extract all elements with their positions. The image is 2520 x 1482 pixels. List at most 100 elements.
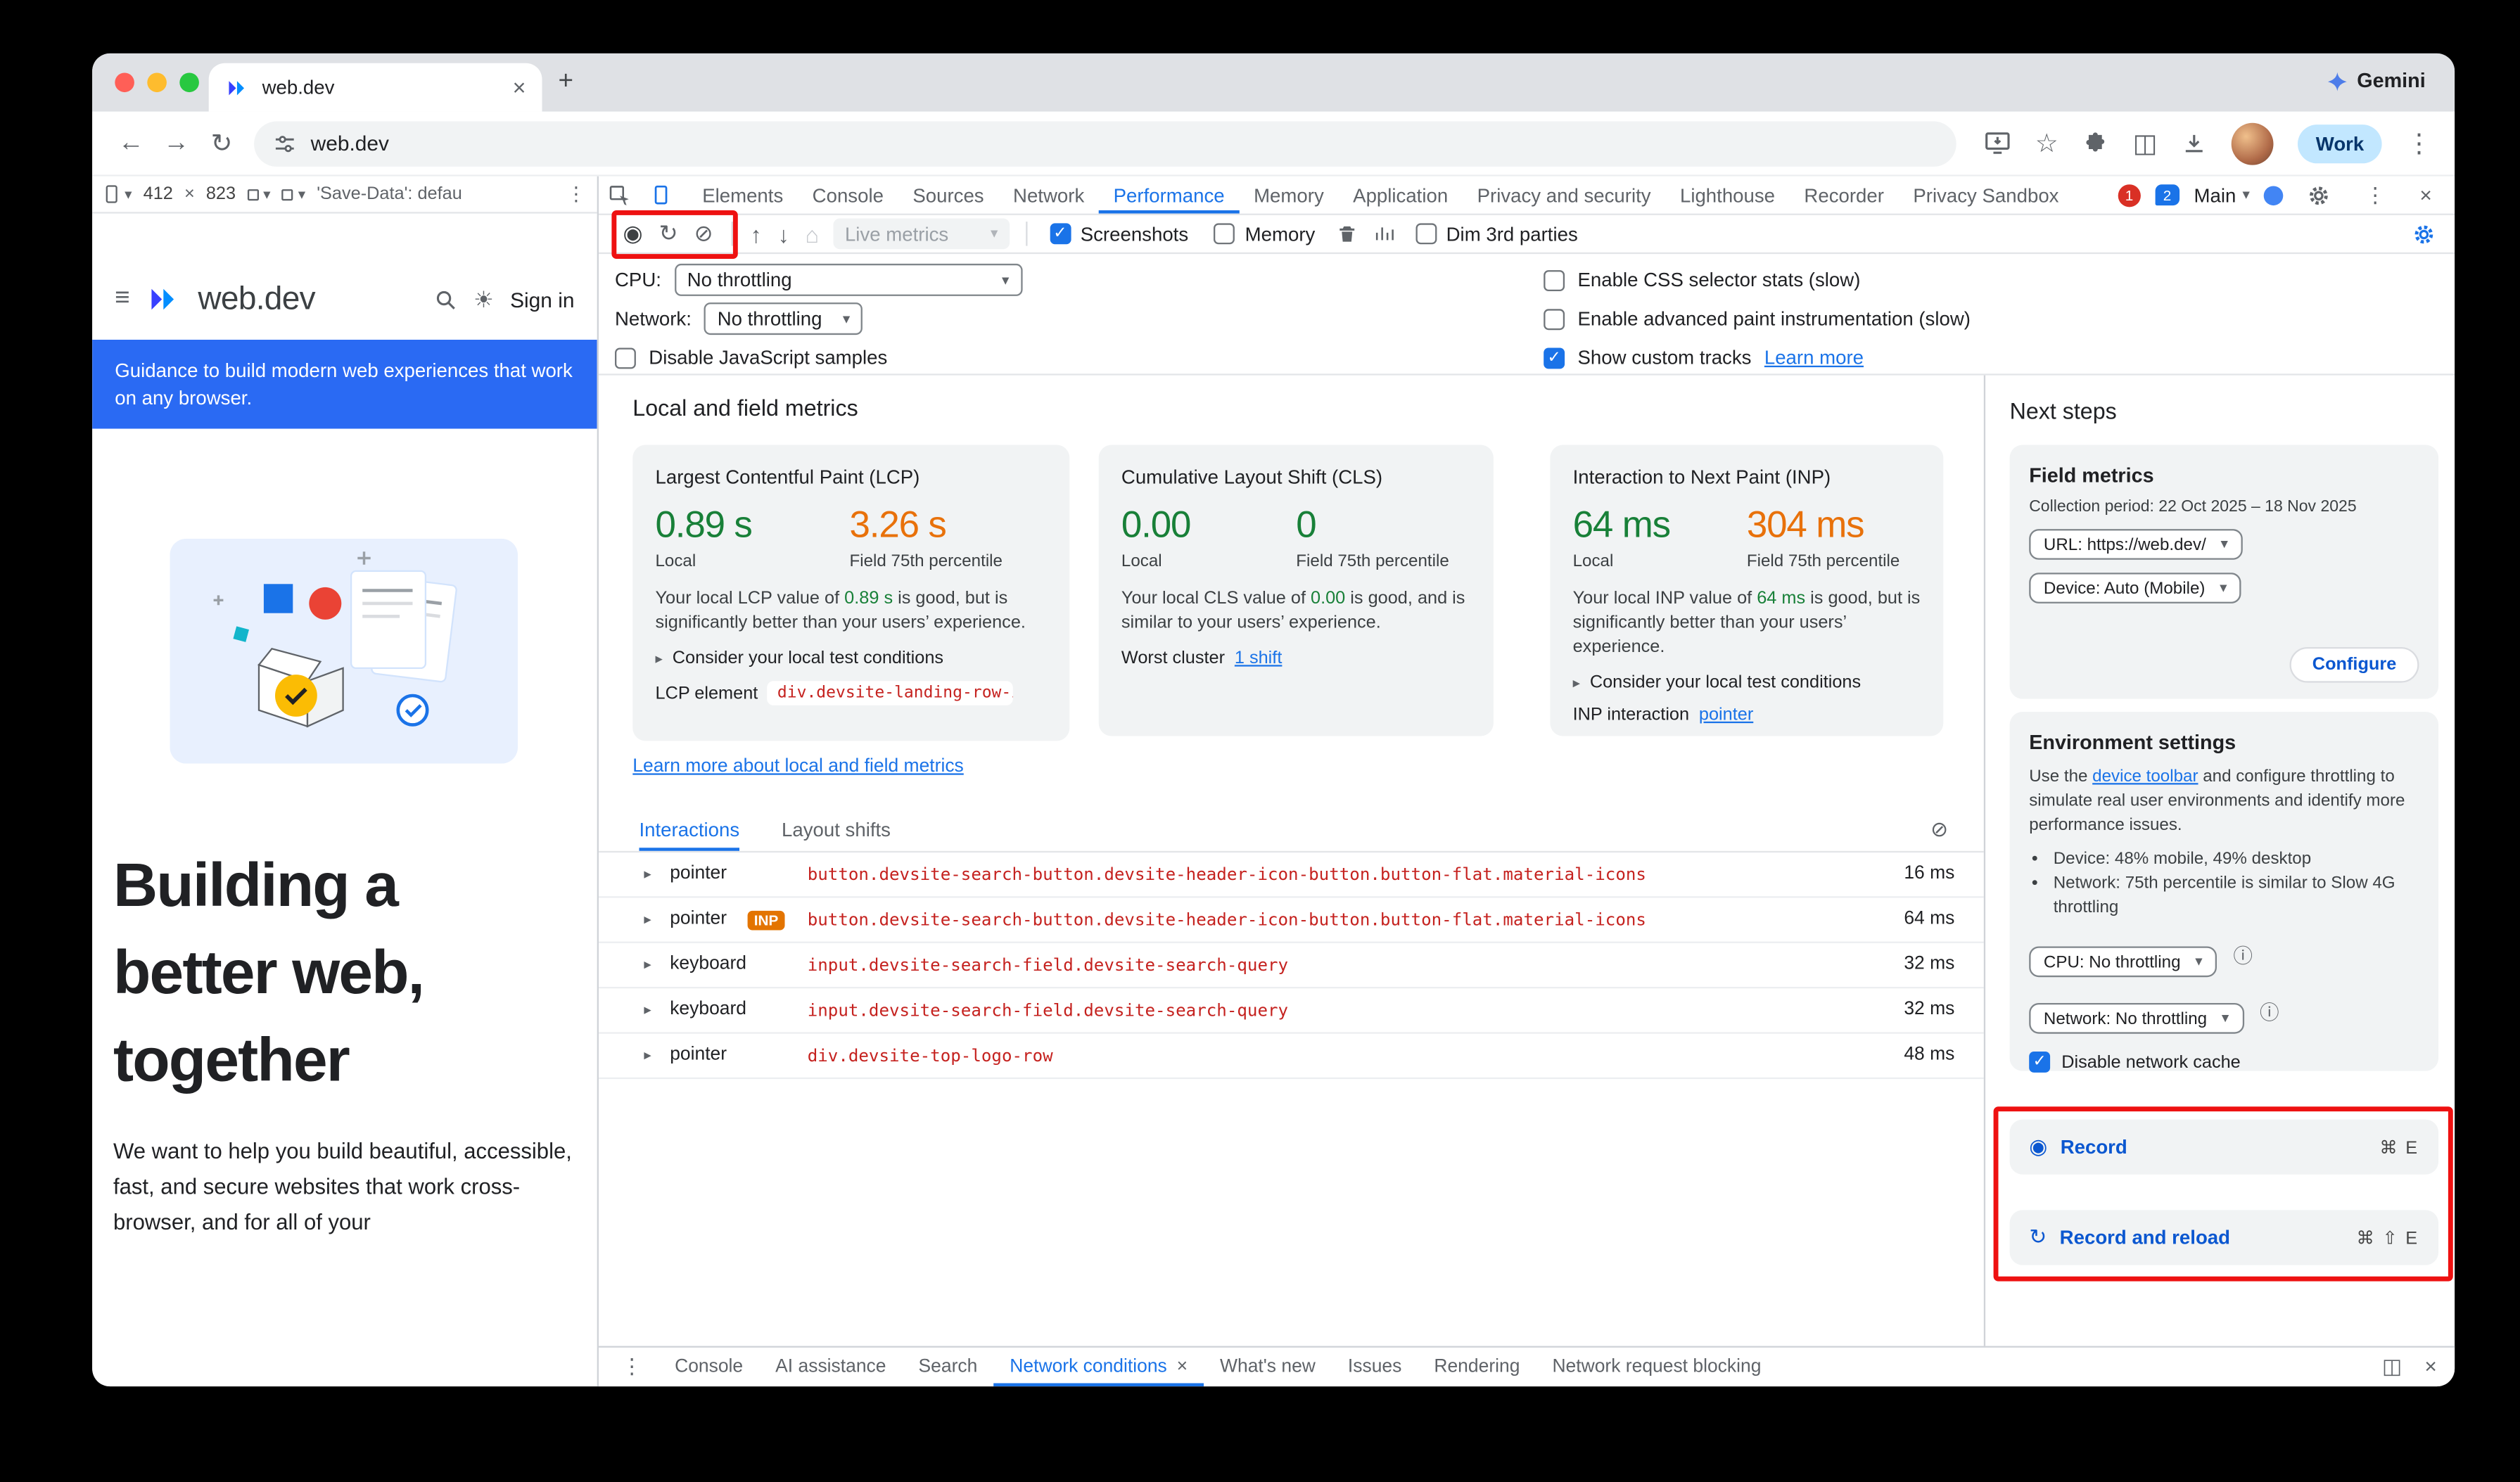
zoom-select[interactable]: ▾: [247, 185, 270, 203]
gemini-button[interactable]: Gemini: [2327, 70, 2426, 92]
new-tab-button[interactable]: +: [559, 68, 573, 97]
checkbox-unchecked-icon[interactable]: [1544, 308, 1565, 329]
interaction-row[interactable]: ▸ keyboard input.devsite-search-field.de…: [599, 943, 1984, 988]
device-toolbar-toggle-icon[interactable]: [641, 184, 682, 205]
browser-tab[interactable]: web.dev ×: [209, 63, 542, 112]
record-and-reload-toolbar-icon[interactable]: ↻: [651, 220, 686, 248]
site-settings-icon[interactable]: [274, 132, 296, 154]
devtools-tab[interactable]: Privacy Sandbox: [1899, 177, 2074, 214]
drawer-tab[interactable]: Console×: [658, 1348, 759, 1386]
info-icon[interactable]: ⓘ: [2260, 998, 2279, 1026]
devtools-more-icon[interactable]: ⋮: [2355, 182, 2395, 208]
env-network-throttling-select[interactable]: Network: No throttling ▾: [2029, 1003, 2244, 1034]
back-button[interactable]: ←: [108, 129, 153, 158]
close-drawer-icon[interactable]: ×: [2424, 1354, 2436, 1380]
browser-menu-icon[interactable]: ⋮: [2406, 127, 2432, 160]
paint-instrumentation-checkbox[interactable]: Enable advanced paint instrumentation (s…: [1544, 302, 1971, 335]
device-type-select[interactable]: ▾: [103, 184, 132, 204]
search-icon[interactable]: [433, 287, 458, 312]
drawer-tab[interactable]: What's new×: [1204, 1348, 1332, 1386]
site-banner[interactable]: Guidance to build modern web experiences…: [92, 340, 597, 429]
close-devtools-icon[interactable]: ×: [2410, 183, 2442, 207]
checkbox-unchecked-icon[interactable]: [615, 347, 636, 368]
dock-side-icon[interactable]: ◫: [2382, 1354, 2402, 1380]
configure-button[interactable]: Configure: [2290, 647, 2419, 683]
menu-icon[interactable]: ≡: [115, 285, 129, 314]
record-toolbar-icon[interactable]: ◉: [615, 220, 651, 248]
metrics-learn-more-link[interactable]: Learn more about local and field metrics: [632, 757, 963, 777]
side-panel-icon[interactable]: ◫: [2133, 127, 2158, 160]
capture-settings-gear-icon[interactable]: [2412, 222, 2435, 245]
throttling-select[interactable]: ▾: [282, 185, 305, 203]
learn-more-link[interactable]: Learn more: [1764, 346, 1864, 369]
webdev-logo[interactable]: [146, 281, 182, 317]
minimize-window-button[interactable]: [147, 73, 167, 93]
devtools-tab[interactable]: Console: [798, 177, 898, 214]
record-button[interactable]: ◉ Record ⌘ E: [2010, 1120, 2439, 1175]
disable-network-cache-checkbox[interactable]: ✓ Disable network cache: [2029, 1052, 2419, 1073]
page-reload-button[interactable]: ↻: [199, 127, 244, 160]
devtools-tab[interactable]: Memory: [1239, 177, 1338, 214]
network-throttling-select[interactable]: No throttling ▾: [704, 302, 863, 335]
collect-garbage-icon[interactable]: [1328, 223, 1366, 244]
close-window-button[interactable]: [115, 73, 134, 93]
devtools-settings-gear-icon[interactable]: [2298, 184, 2341, 206]
tab-layout-shifts[interactable]: Layout shifts: [782, 819, 891, 851]
save-profile-icon[interactable]: ↓: [770, 221, 797, 247]
devtools-tab[interactable]: Network: [998, 177, 1099, 214]
drawer-tab[interactable]: Network conditions×: [993, 1348, 1204, 1386]
cpu-throttling-select[interactable]: No throttling ▾: [674, 264, 1022, 296]
drawer-tab[interactable]: Network request blocking×: [1536, 1348, 1777, 1386]
expander-icon[interactable]: ▸: [644, 956, 651, 973]
interaction-target[interactable]: input.devsite-search-field.devsite-searc…: [808, 1002, 1288, 1021]
extensions-puzzle-icon[interactable]: [2082, 130, 2108, 156]
expander-icon[interactable]: ▸: [644, 911, 651, 928]
devtools-tab[interactable]: Application: [1338, 177, 1462, 214]
drawer-menu-icon[interactable]: ⋮: [621, 1354, 642, 1380]
drawer-tab[interactable]: Search×: [903, 1348, 994, 1386]
devtools-tab[interactable]: Lighthouse: [1665, 177, 1789, 214]
checkbox-checked-icon[interactable]: ✓: [1050, 223, 1071, 244]
downloads-icon[interactable]: [2182, 130, 2208, 156]
close-drawer-tab-icon[interactable]: ×: [1177, 1358, 1188, 1377]
field-device-select[interactable]: Device: Auto (Mobile) ▾: [2029, 573, 2241, 603]
drawer-tab[interactable]: Issues×: [1332, 1348, 1418, 1386]
device-toolbar-link[interactable]: device toolbar: [2092, 767, 2198, 786]
worst-cluster-link[interactable]: 1 shift: [1235, 649, 1283, 668]
css-selector-stats-checkbox[interactable]: Enable CSS selector stats (slow): [1544, 264, 1860, 296]
disable-js-samples-checkbox[interactable]: Disable JavaScript samples: [615, 341, 887, 373]
devtools-tab[interactable]: Privacy and security: [1463, 177, 1665, 214]
close-tab-icon[interactable]: ×: [513, 75, 526, 101]
sign-in-link[interactable]: Sign in: [510, 287, 574, 312]
forward-button[interactable]: →: [154, 129, 199, 158]
expander-icon[interactable]: ▸: [644, 1002, 651, 1019]
custom-tracks-checkbox[interactable]: ✓ Show custom tracks Learn more: [1544, 341, 1864, 373]
screenshots-checkbox[interactable]: ✓ Screenshots: [1050, 222, 1188, 245]
clear-recording-icon[interactable]: ⊘: [686, 220, 721, 248]
devtools-tab[interactable]: Recorder: [1790, 177, 1899, 214]
maximize-window-button[interactable]: [179, 73, 199, 93]
profile-label[interactable]: Work: [2298, 124, 2381, 162]
interaction-target[interactable]: div.devsite-top-logo-row: [808, 1047, 1053, 1066]
interaction-target[interactable]: button.devsite-search-button.devsite-hea…: [808, 866, 1646, 886]
issues-badge[interactable]: 2: [2155, 184, 2179, 205]
theme-toggle-icon[interactable]: ☀: [473, 286, 494, 313]
record-and-reload-button[interactable]: ↻ Record and reload ⌘ ⇧ E: [2010, 1210, 2439, 1265]
context-select[interactable]: Main ▾: [2194, 184, 2249, 206]
interaction-row[interactable]: ▸ pointer INP button.devsite-search-butt…: [599, 898, 1984, 943]
checkbox-unchecked-icon[interactable]: [1544, 269, 1565, 290]
interaction-row[interactable]: ▸ keyboard input.devsite-search-field.de…: [599, 988, 1984, 1033]
address-bar[interactable]: web.dev: [254, 120, 1956, 165]
checkbox-checked-icon[interactable]: ✓: [2029, 1052, 2050, 1073]
interaction-row[interactable]: ▸ pointer div.devsite-top-logo-row 48 ms: [599, 1034, 1984, 1079]
load-profile-icon[interactable]: ↑: [742, 221, 770, 247]
bookmark-star-icon[interactable]: ☆: [2035, 127, 2058, 160]
expander-icon[interactable]: ▸: [644, 866, 651, 883]
interaction-target[interactable]: input.devsite-search-field.devsite-searc…: [808, 956, 1288, 976]
dim-3rd-parties-checkbox[interactable]: Dim 3rd parties: [1415, 222, 1578, 245]
env-cpu-throttling-select[interactable]: CPU: No throttling ▾: [2029, 947, 2217, 978]
checkbox-checked-icon[interactable]: ✓: [1544, 347, 1565, 368]
devtools-tab[interactable]: Sources: [898, 177, 999, 214]
inspect-icon[interactable]: [599, 184, 641, 206]
field-url-select[interactable]: URL: https://web.dev/ ▾: [2029, 529, 2242, 560]
